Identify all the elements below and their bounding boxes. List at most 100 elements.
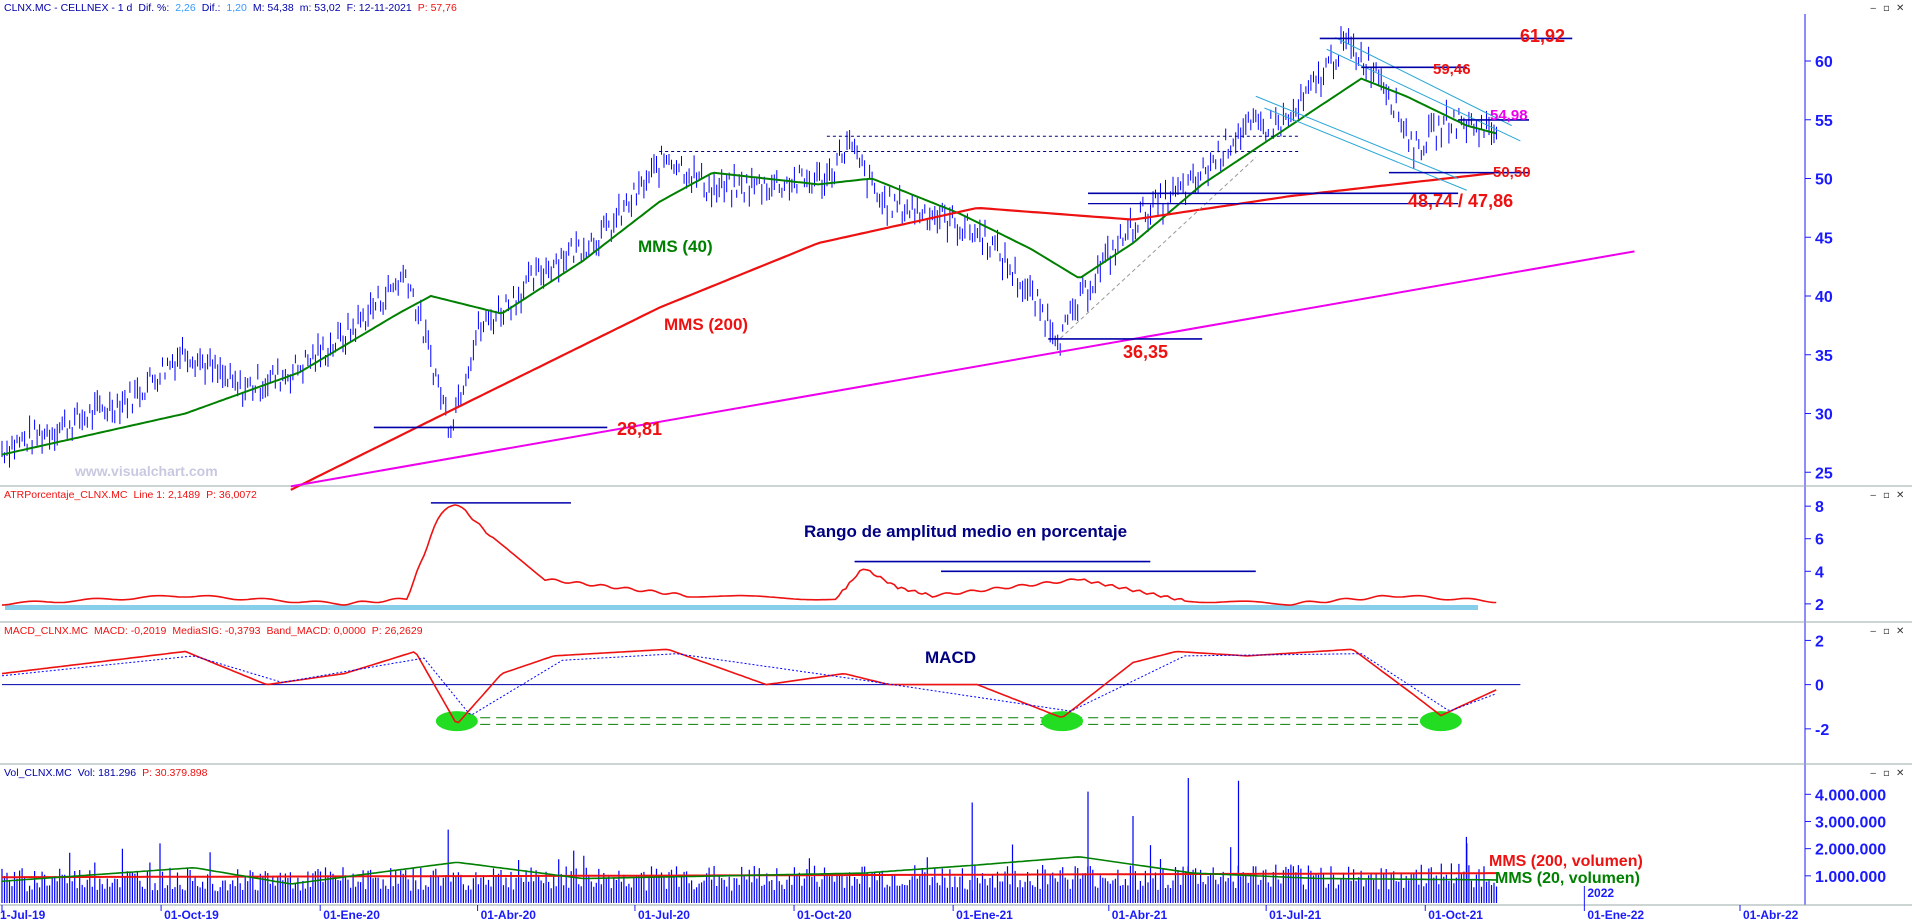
window-button-1-0[interactable]: ‒	[1870, 490, 1876, 501]
x-tick-3: 01-Abr-20	[481, 908, 537, 922]
label-mms200: MMS (200)	[664, 315, 748, 334]
atr-title: Rango de amplitud medio en porcentaje	[804, 522, 1127, 541]
window-buttons[interactable]: ‒ ▫ ✕ ‒ ▫ ✕ ‒ ▫ ✕ ‒ ▫ ✕	[1870, 3, 1904, 779]
price-y-axis: 25 30 35 40 45 50 55 60	[1805, 54, 1833, 482]
atr-baseline-band	[5, 605, 1478, 610]
label-50-50: 50,50	[1493, 164, 1531, 181]
macd-y-tick-1: 0	[1815, 678, 1824, 695]
label-54-98: 54,98	[1490, 107, 1528, 124]
x-tick-11: 01-Abr-22	[1743, 908, 1799, 922]
macd-y-axis: -2 0 2	[1805, 633, 1829, 739]
x-tick-10: 01-Ene-22	[1587, 908, 1644, 922]
vol-y-tick-0: 1.000.000	[1815, 869, 1886, 886]
volume-panel: 1.000.000 2.000.000 3.000.000 4.000.000 MMS…	[1, 778, 1886, 903]
frame	[0, 14, 1912, 906]
x-tick-5: 01-Oct-20	[797, 908, 852, 922]
level-lines	[373, 37, 1573, 429]
price-panel: 25 30 35 40 45 50 55 60 www.visualchart.com MMS…	[1, 26, 1833, 491]
x-year-marker: 2022	[1587, 886, 1614, 900]
atr-y-tick-0: 2	[1815, 597, 1824, 614]
price-y-tick-0: 25	[1815, 465, 1833, 482]
price-y-tick-2: 35	[1815, 348, 1833, 365]
channel-line-2	[1255, 95, 1459, 179]
window-button-2-1[interactable]: ▫	[1883, 626, 1890, 637]
x-tick-7: 01-Abr-21	[1112, 908, 1168, 922]
mms200-line	[290, 171, 1495, 491]
volume-bars	[1, 778, 1498, 903]
macd-level-lines	[2, 684, 1521, 725]
volume-header: Vol_CLNX.MC Vol: 181.296 P: 30.379.898	[4, 767, 208, 779]
atr-y-tick-3: 8	[1815, 499, 1824, 516]
watermark: www.visualchart.com	[74, 463, 218, 479]
macd-panel: -2 0 2 MACD	[1, 633, 1829, 739]
macd-signal-line	[1, 653, 1497, 716]
channel-line-0	[1335, 37, 1512, 127]
vol-y-tick-2: 3.000.000	[1815, 814, 1886, 831]
x-tick-6: 01-Ene-21	[956, 908, 1013, 922]
label-mms40: MMS (40)	[638, 237, 713, 256]
label-36-35: 36,35	[1123, 342, 1168, 362]
window-button-2-0[interactable]: ‒	[1870, 626, 1876, 637]
price-y-tick-5: 50	[1815, 172, 1833, 189]
atr-level-lines	[430, 502, 1256, 573]
price-bar-series	[1, 26, 1497, 468]
x-tick-1: 01-Oct-19	[164, 908, 219, 922]
mms40-line	[1, 77, 1497, 456]
x-tick-8: 01-Jul-21	[1269, 908, 1321, 922]
x-tick-0: 1-Jul-19	[0, 908, 46, 922]
atr-line	[1, 504, 1497, 606]
macd-highlight-0	[435, 711, 478, 732]
atr-panel: 2 4 6 8 Rango de amplitud medio en porcenta…	[1, 499, 1824, 614]
window-button-0-2[interactable]: ✕	[1896, 3, 1904, 14]
dotted-ref-3	[1060, 156, 1257, 339]
price-y-tick-3: 40	[1815, 289, 1833, 306]
volume-bar-series	[1, 778, 1498, 903]
label-59-46: 59,46	[1433, 61, 1471, 78]
window-button-3-0[interactable]: ‒	[1870, 768, 1876, 779]
window-button-3-1[interactable]: ▫	[1883, 768, 1890, 779]
channel-line-3	[1264, 107, 1467, 191]
price-y-tick-1: 30	[1815, 407, 1833, 424]
atr-y-tick-2: 6	[1815, 532, 1824, 549]
label-61-92: 61,92	[1520, 26, 1565, 46]
price-y-tick-7: 60	[1815, 54, 1833, 71]
macd-y-tick-0: -2	[1815, 722, 1829, 739]
macd-title: MACD	[925, 648, 976, 667]
window-button-3-2[interactable]: ✕	[1896, 768, 1904, 779]
trend-line	[290, 250, 1635, 488]
window-button-0-1[interactable]: ▫	[1883, 3, 1890, 14]
atr-header: ATRPorcentaje_CLNX.MC Line 1: 2,1489 P: 36…	[4, 489, 257, 501]
x-tick-2: 01-Ene-20	[323, 908, 380, 922]
window-button-1-1[interactable]: ▫	[1883, 490, 1890, 501]
channel-line-1	[1326, 48, 1521, 142]
x-tick-9: 01-Oct-21	[1428, 908, 1483, 922]
macd-highlight-1	[1041, 711, 1084, 732]
window-button-0-0[interactable]: ‒	[1870, 3, 1876, 14]
macd-line	[1, 648, 1497, 724]
volume-legend-mms200: MMS (200, volumen)	[1489, 853, 1643, 870]
price-y-tick-4: 45	[1815, 230, 1833, 247]
volume-mms20-line	[1, 856, 1497, 885]
vol-y-tick-3: 4.000.000	[1815, 787, 1886, 804]
macd-highlights	[435, 711, 1462, 732]
price-bars	[1, 26, 1497, 468]
window-button-1-2[interactable]: ✕	[1896, 490, 1904, 501]
atr-y-axis: 2 4 6 8	[1805, 499, 1824, 614]
price-y-tick-6: 55	[1815, 113, 1833, 130]
volume-y-axis: 1.000.000 2.000.000 3.000.000 4.000.000	[1805, 787, 1886, 886]
volume-legend-mms20: MMS (20, volumen)	[1495, 870, 1640, 887]
x-axis: 1-Jul-19 01-Oct-19 01-Ene-20 01-Abr-20 01-Ju…	[0, 886, 1799, 922]
window-button-2-2[interactable]: ✕	[1896, 626, 1904, 637]
x-tick-4: 01-Jul-20	[638, 908, 690, 922]
macd-y-tick-2: 2	[1815, 633, 1824, 650]
macd-highlight-2	[1419, 711, 1462, 732]
label-28-81: 28,81	[617, 419, 662, 439]
label-48-74: 48,74 / 47,86	[1408, 191, 1513, 211]
atr-y-tick-1: 4	[1815, 564, 1824, 581]
price-header: CLNX.MC - CELLNEX - 1 d Dif. %: 2,26 Dif.: 1…	[4, 2, 457, 14]
